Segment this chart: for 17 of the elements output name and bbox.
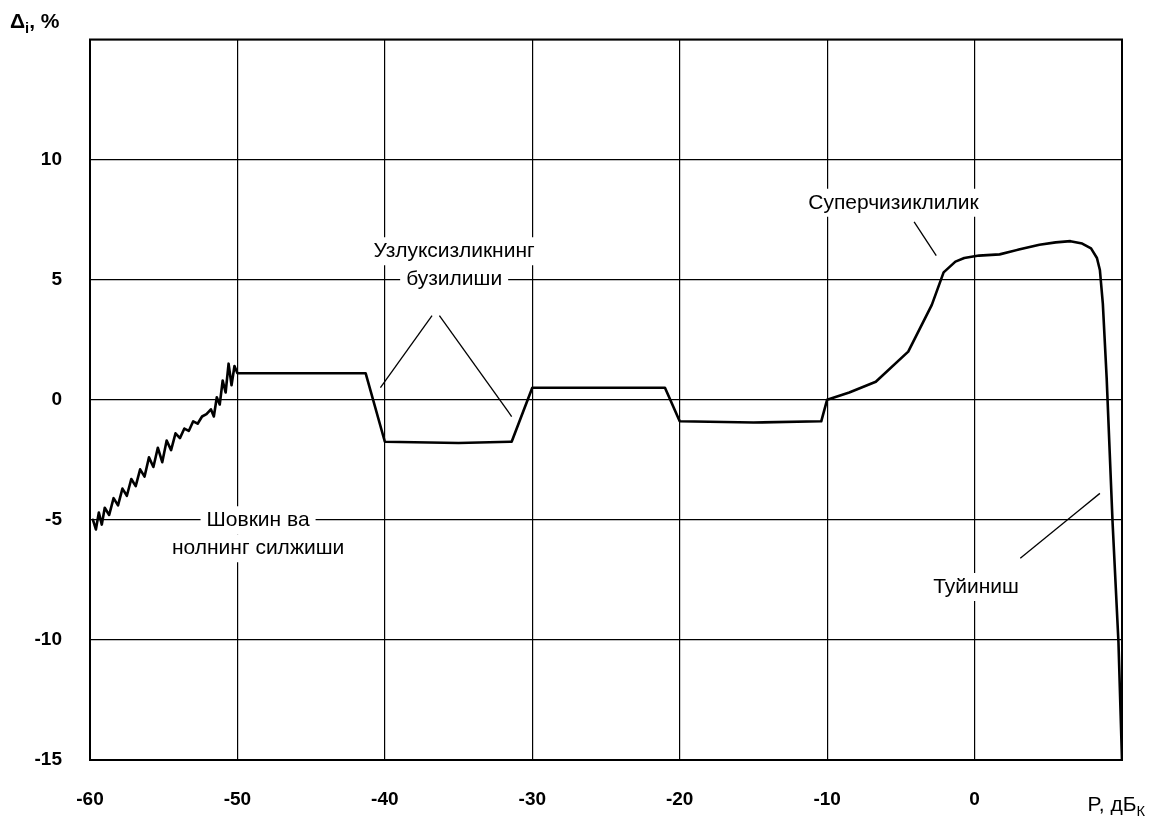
annotation: Туйиниш <box>933 573 1019 597</box>
annotation: Суперчизиклилик <box>808 189 980 213</box>
x-tick-label: -30 <box>518 787 547 809</box>
x-tick-label: -20 <box>665 787 694 809</box>
annotation: Шовкин ва нолнинг силжиши <box>171 507 345 559</box>
annotation: Узлуксизликнинг бузилиши <box>373 237 536 289</box>
y-tick-label: -15 <box>34 748 63 770</box>
y-tick-label: -5 <box>45 508 63 530</box>
y-tick-label: 0 <box>51 387 62 409</box>
y-tick-label: -10 <box>34 628 62 650</box>
x-tick-label: -50 <box>223 787 252 809</box>
x-tick-label: 0 <box>969 787 980 809</box>
y-tick-label: 10 <box>40 147 62 169</box>
x-tick-label: -60 <box>76 787 104 809</box>
y-tick-label: 5 <box>51 267 63 289</box>
x-tick-label: -10 <box>813 787 841 809</box>
x-tick-label: -40 <box>371 787 399 809</box>
